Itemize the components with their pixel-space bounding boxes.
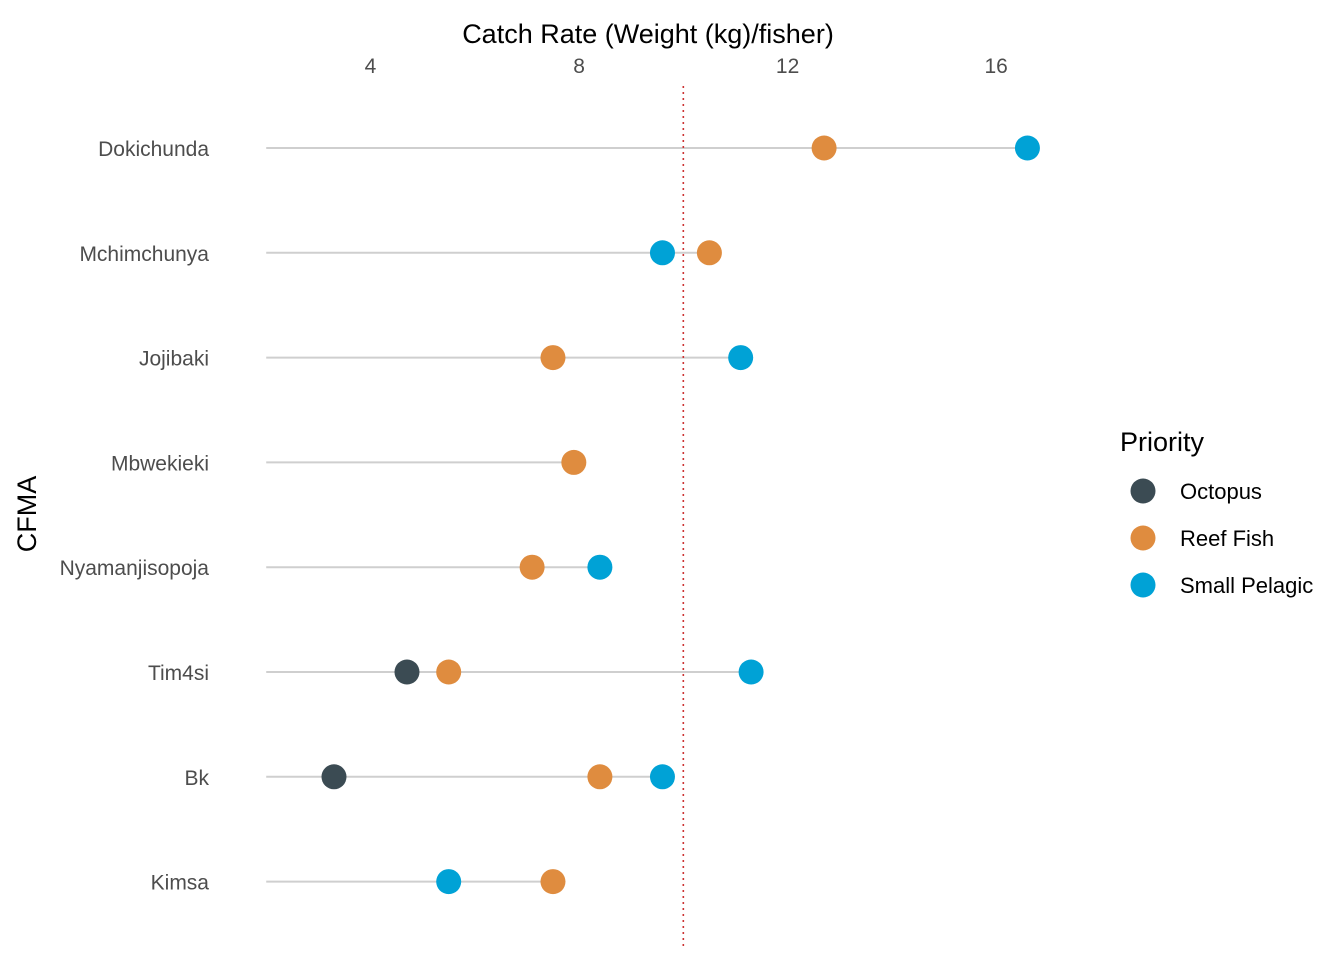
x-tick-label: 8: [573, 55, 585, 78]
y-tick-label: Mchimchunya: [79, 243, 209, 266]
data-point: [587, 554, 613, 580]
x-tick-label: 12: [776, 55, 799, 78]
data-point: [728, 345, 754, 371]
legend-label: Small Pelagic: [1180, 573, 1313, 598]
data-point: [1014, 135, 1040, 161]
data-point: [394, 659, 420, 685]
data-point: [811, 135, 837, 161]
data-point: [649, 764, 675, 790]
legend-swatch: [1130, 525, 1156, 551]
data-point: [519, 554, 545, 580]
y-tick-label: Tim4si: [148, 662, 209, 685]
legend-swatch: [1130, 572, 1156, 598]
data-point: [321, 764, 347, 790]
x-axis-title: Catch Rate (Weight (kg)/fisher): [462, 19, 834, 49]
y-tick-label: Nyamanjisopoja: [60, 557, 210, 580]
legend: Priority Octopus Reef Fish Small Pelagic: [1120, 427, 1313, 598]
x-axis-ticks: 4 8 12 16: [365, 55, 1008, 78]
y-tick-label: Dokichunda: [98, 138, 209, 161]
x-tick-label: 4: [365, 55, 377, 78]
data-point: [696, 240, 722, 266]
data-point: [587, 764, 613, 790]
legend-title: Priority: [1120, 427, 1205, 457]
data-points: [321, 135, 1040, 895]
legend-swatch: [1130, 478, 1156, 504]
x-tick-label: 16: [984, 55, 1007, 78]
data-point: [649, 240, 675, 266]
y-tick-label: Bk: [184, 767, 209, 790]
y-tick-label: Kimsa: [151, 872, 210, 895]
y-axis-ticks: Dokichunda Mchimchunya Jojibaki Mbwekieki Ny…: [60, 138, 210, 895]
range-segments: [266, 147, 1028, 883]
data-point: [540, 345, 566, 371]
y-tick-label: Mbwekieki: [111, 452, 209, 475]
legend-label: Octopus: [1180, 479, 1262, 504]
data-point: [540, 869, 566, 895]
legend-items: Octopus Reef Fish Small Pelagic: [1130, 478, 1313, 598]
legend-label: Reef Fish: [1180, 526, 1274, 551]
y-axis-title: CFMA: [12, 476, 42, 553]
data-point: [436, 659, 462, 685]
y-tick-label: Jojibaki: [139, 348, 209, 371]
data-point: [738, 659, 764, 685]
data-point: [436, 869, 462, 895]
data-point: [561, 449, 587, 475]
